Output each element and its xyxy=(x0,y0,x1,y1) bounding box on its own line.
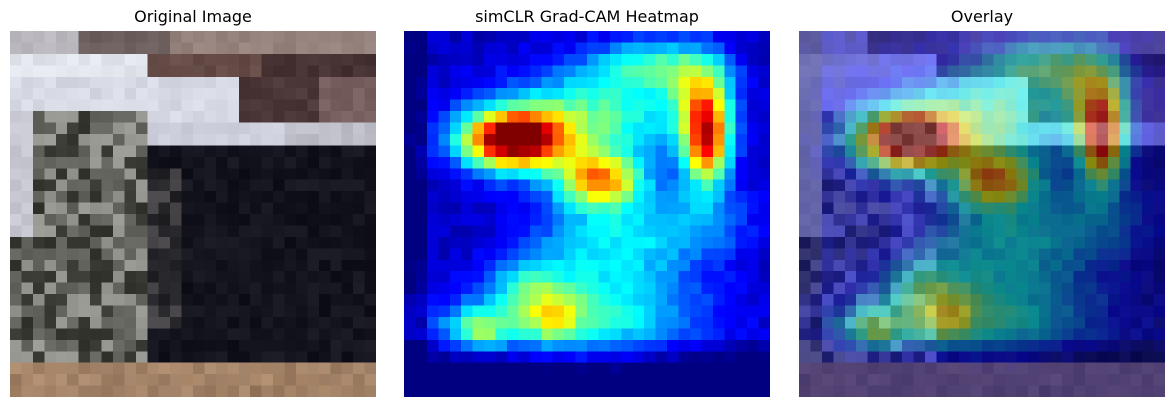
heatmap-title: simCLR Grad-CAM Heatmap xyxy=(475,7,699,26)
overlay-title: Overlay xyxy=(950,7,1014,26)
overlay-image xyxy=(799,31,1165,397)
gradcam-heatmap-image xyxy=(404,31,770,397)
original-image-panel: Original Image xyxy=(10,0,376,407)
original-image xyxy=(10,31,376,397)
heatmap-panel: simCLR Grad-CAM Heatmap xyxy=(404,0,770,407)
original-image-title: Original Image xyxy=(134,7,252,26)
overlay-panel: Overlay xyxy=(799,0,1165,407)
